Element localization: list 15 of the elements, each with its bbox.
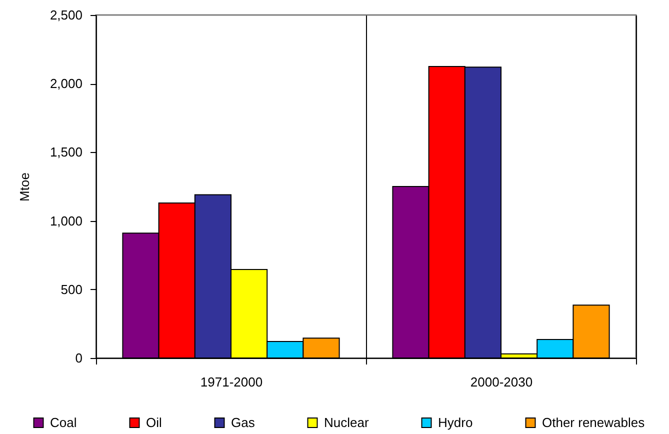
legend-label: Gas	[231, 414, 256, 430]
y-tick-label: 2,500	[50, 8, 82, 22]
y-axis-title: Mtoe	[16, 172, 32, 202]
legend-label: Coal	[50, 414, 77, 430]
x-tick-label: 1971-2000	[200, 374, 263, 390]
x-tick-label: 2000-2030	[470, 374, 533, 390]
legend-label: Oil	[146, 414, 162, 430]
legend-label: Other renewables	[542, 414, 646, 430]
y-tick-label: 0	[75, 350, 82, 366]
y-tick-label: 1,000	[50, 213, 82, 228]
y-tick-label: 2,000	[50, 76, 82, 92]
y-tick-label: 1,500	[50, 144, 82, 160]
y-tick-label: 500	[60, 282, 82, 297]
legend-label: Hydro	[438, 414, 473, 430]
legend-label: Nuclear	[324, 414, 370, 430]
